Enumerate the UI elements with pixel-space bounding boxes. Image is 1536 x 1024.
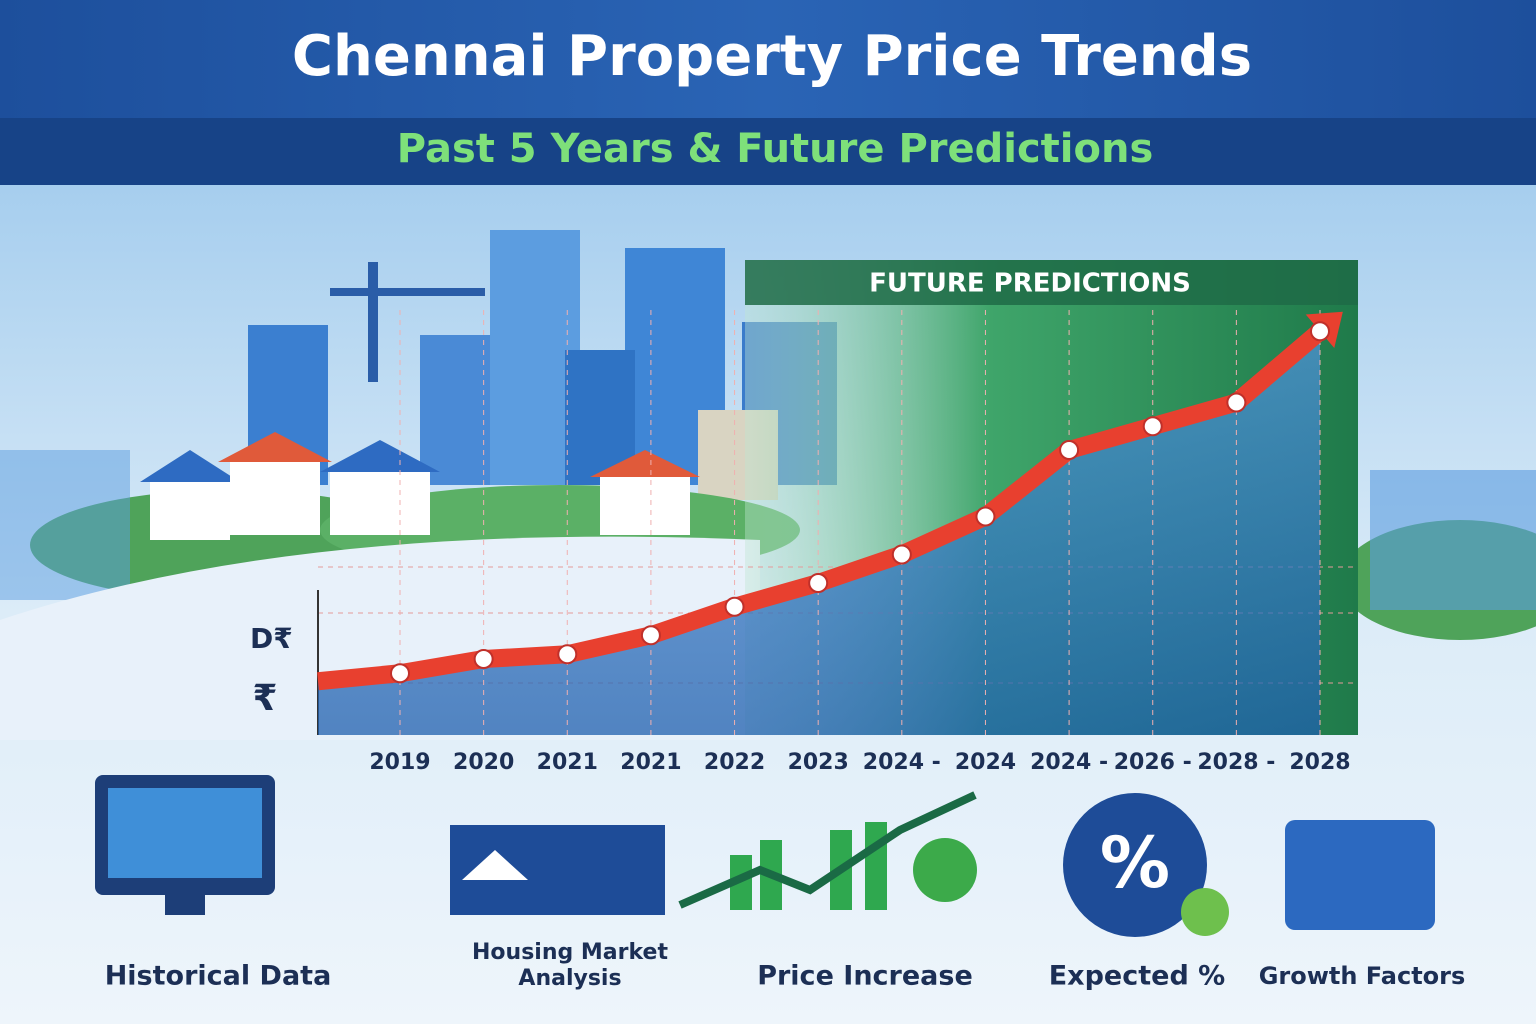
feature-label: Housing Market Analysis	[472, 940, 668, 991]
marker	[891, 544, 912, 565]
plot: D₹ ₹ FUTURE PREDICTIONS	[250, 260, 1358, 735]
feature-label: Expected %	[1049, 961, 1226, 992]
marker	[557, 644, 578, 665]
y-symbol: ₹	[252, 678, 277, 719]
x-tick-label: 2022	[704, 750, 765, 775]
x-tick-label: 2021	[537, 750, 598, 775]
future-banner	[745, 260, 1358, 305]
x-tick-label: 2028	[1289, 750, 1350, 775]
x-tick-label: 2019	[369, 750, 430, 775]
x-tick-label: 2028 -	[1197, 750, 1275, 775]
x-tick-label: 2021	[620, 750, 681, 775]
subtitle: Past 5 Years & Future Predictions	[397, 126, 1154, 172]
marker	[808, 573, 829, 593]
marker	[473, 649, 494, 669]
marker	[640, 625, 661, 646]
marker	[1059, 440, 1080, 460]
future-label: FUTURE PREDICTIONS	[869, 269, 1191, 299]
feature-label: Growth Factors	[1259, 962, 1466, 990]
marker	[724, 596, 745, 617]
subtitle-band	[0, 118, 1536, 185]
y-symbol: D₹	[250, 622, 293, 655]
x-tick-label: 2020	[453, 750, 514, 775]
marker	[1142, 416, 1163, 437]
x-tick-label: 2023	[788, 750, 849, 775]
feature-label: Price Increase	[757, 961, 973, 992]
feature-label: Historical Data	[105, 961, 332, 992]
features: %	[95, 775, 1435, 937]
x-tick-label: 2026 -	[1114, 750, 1192, 775]
svg-text:%: %	[1100, 822, 1170, 904]
feature-box: Housing Market Analysis	[472, 940, 668, 991]
title: Chennai Property Price Trends	[292, 24, 1252, 89]
marker	[1310, 321, 1330, 342]
x-tick-label: 2024 -	[863, 750, 941, 775]
x-tick-label: 2024 -	[1030, 750, 1108, 775]
marker	[975, 506, 996, 527]
x-tick-label: 2024	[955, 750, 1016, 775]
marker	[1226, 392, 1247, 413]
marker	[390, 663, 410, 684]
